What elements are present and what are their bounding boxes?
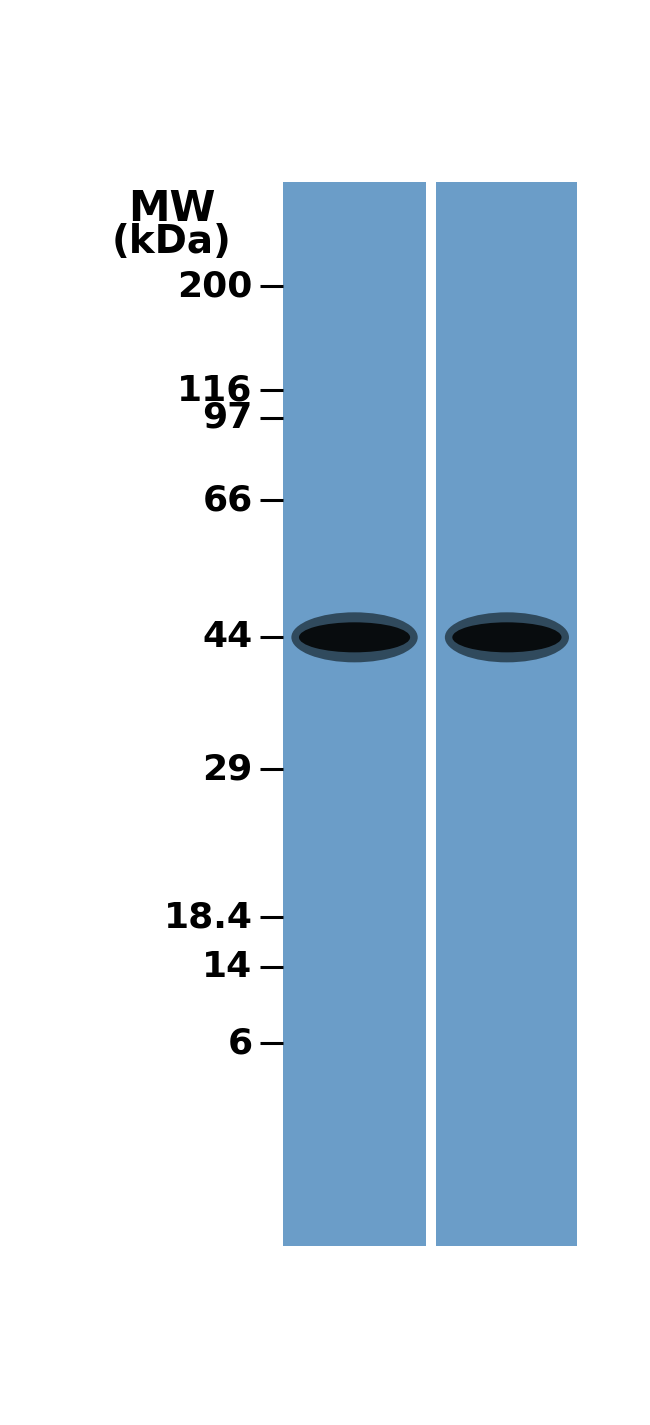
Text: 200: 200 bbox=[177, 269, 252, 304]
Text: 116: 116 bbox=[177, 373, 252, 408]
Ellipse shape bbox=[452, 623, 562, 653]
Text: 18.4: 18.4 bbox=[164, 901, 252, 935]
Text: 29: 29 bbox=[202, 752, 252, 787]
Text: 6: 6 bbox=[227, 1026, 252, 1060]
FancyBboxPatch shape bbox=[436, 182, 577, 1247]
Ellipse shape bbox=[291, 613, 418, 663]
Text: 14: 14 bbox=[202, 949, 252, 983]
Ellipse shape bbox=[299, 623, 410, 653]
FancyBboxPatch shape bbox=[283, 182, 426, 1247]
Text: MW: MW bbox=[128, 188, 216, 231]
Text: 97: 97 bbox=[202, 400, 252, 435]
Text: 66: 66 bbox=[202, 483, 252, 517]
Text: (kDa): (kDa) bbox=[112, 224, 232, 261]
Ellipse shape bbox=[445, 613, 569, 663]
Text: 44: 44 bbox=[202, 620, 252, 654]
